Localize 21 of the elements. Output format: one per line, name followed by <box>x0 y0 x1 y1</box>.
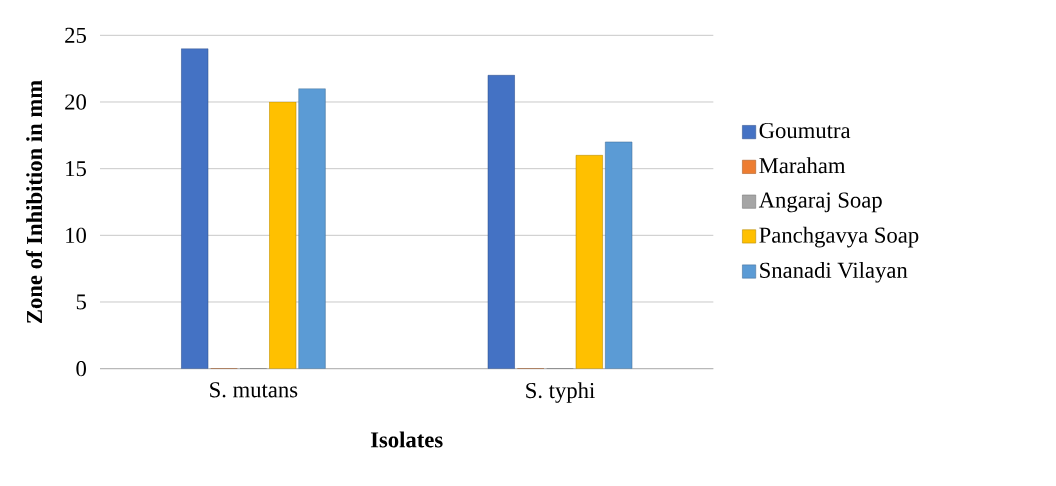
bar <box>181 48 209 369</box>
y-tick-label: 15 <box>66 161 86 177</box>
legend-label: Angaraj Soap <box>758 192 882 213</box>
x-axis-title: Isolates <box>370 431 443 448</box>
y-tick-label: 25 <box>65 27 86 43</box>
x-tick-label: S. mutans <box>210 382 298 398</box>
legend-label: Snanadi Vilayan <box>760 261 908 283</box>
bar <box>487 75 515 369</box>
y-tick-label: 20 <box>65 94 86 110</box>
y-tick-label: 0 <box>76 361 86 377</box>
legend-label: Maraham <box>759 157 846 174</box>
bar <box>575 155 603 369</box>
bar <box>605 141 633 369</box>
y-tick-label: 5 <box>76 294 86 310</box>
legend-label: Goumutra <box>759 122 851 139</box>
legend-label: Panchgavya Soap <box>759 226 919 248</box>
x-tick-label: S. typhi <box>526 382 595 403</box>
bar <box>269 101 297 369</box>
y-axis-title: Zone of Inhibition in mm <box>25 80 43 324</box>
bar <box>298 88 326 369</box>
y-tick-label: 10 <box>66 227 86 243</box>
